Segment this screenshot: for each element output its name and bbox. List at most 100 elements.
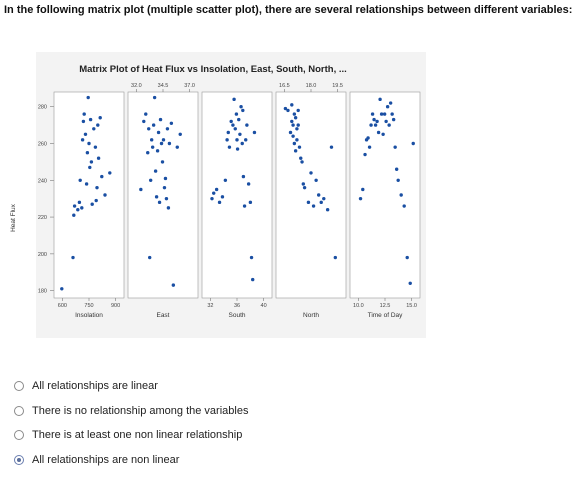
panel-label: North [303, 312, 319, 319]
data-point [148, 178, 153, 182]
data-point [77, 200, 82, 205]
radio-button-3[interactable] [14, 430, 24, 441]
data-point [80, 138, 85, 142]
y-tick-label: 240 [38, 178, 47, 184]
data-point [220, 195, 225, 199]
data-point [329, 145, 334, 149]
data-point [241, 174, 246, 179]
data-point [100, 174, 104, 179]
data-point [375, 119, 379, 124]
data-point [164, 196, 169, 201]
data-point [292, 141, 297, 146]
panel-frame [53, 91, 125, 299]
data-point [239, 105, 243, 109]
data-point [399, 193, 403, 197]
choice-1-label: All relationships are linear [32, 380, 158, 393]
choice-2-label: There is no relationship among the varia… [32, 404, 249, 417]
data-point [296, 108, 300, 113]
data-point [396, 178, 400, 182]
data-point [85, 150, 90, 155]
data-point [234, 112, 239, 116]
x-tick-label: 36 [234, 303, 240, 309]
y-tick-label: 180 [38, 289, 47, 295]
y-axis-ticks: 280 260 240 220 200 180 [38, 105, 54, 295]
data-point [297, 145, 302, 149]
data-point [252, 130, 257, 135]
radio-button-2[interactable] [14, 405, 24, 416]
x-tick-label: 37.0 [184, 83, 195, 89]
data-point [161, 138, 166, 142]
data-point [86, 95, 90, 100]
radio-button-1[interactable] [14, 381, 24, 392]
data-point [393, 145, 397, 149]
radio-button-4[interactable] [14, 454, 24, 465]
data-point [210, 196, 214, 201]
data-point [229, 119, 233, 124]
choice-4-label: All relationships are non linear [32, 453, 180, 466]
panel-frame [127, 91, 199, 299]
y-tick-label: 260 [38, 142, 47, 148]
data-point [95, 185, 99, 190]
data-point [147, 127, 151, 131]
data-point [235, 138, 239, 142]
data-point [148, 255, 152, 260]
data-point [325, 208, 330, 212]
choice-1[interactable]: All relationships are linear [14, 374, 248, 399]
data-point [166, 206, 171, 210]
data-point [290, 119, 294, 124]
x-tick-label: 34.5 [158, 83, 169, 89]
data-point [238, 132, 242, 137]
matrix-plot: Matrix Plot of Heat Flux vs Insolation, … [10, 52, 426, 338]
data-point [248, 200, 253, 205]
data-point [146, 150, 150, 155]
data-point [316, 193, 321, 197]
data-point [162, 185, 167, 190]
data-point [246, 182, 251, 186]
data-point [322, 196, 326, 201]
x-tick-label: 16.5 [279, 83, 290, 89]
data-point [288, 130, 293, 135]
data-point [103, 193, 107, 197]
data-point [175, 145, 179, 149]
data-point [108, 171, 112, 175]
data-point [93, 145, 98, 149]
panel-label: South [229, 312, 246, 319]
data-point [379, 112, 384, 116]
data-point [290, 103, 294, 107]
data-point [76, 208, 80, 212]
choice-3[interactable]: There is at least one non linear relatio… [14, 423, 248, 448]
plot-title: Matrix Plot of Heat Flux vs Insolation, … [79, 64, 347, 75]
data-point [391, 117, 396, 122]
choice-2[interactable]: There is no relationship among the varia… [14, 399, 248, 424]
data-point [309, 171, 313, 175]
data-point [387, 123, 391, 127]
data-point [156, 130, 161, 135]
data-point [235, 147, 240, 151]
y-tick-label: 220 [38, 215, 47, 221]
data-point [405, 255, 409, 260]
data-point [296, 123, 300, 127]
data-point [373, 123, 378, 127]
data-point [300, 160, 304, 164]
choice-4[interactable]: All relationships are non linear [14, 448, 248, 473]
data-point [295, 138, 299, 142]
x-tick-label: 12.5 [380, 303, 391, 309]
data-point [301, 182, 306, 186]
panel-frame [201, 91, 273, 299]
data-point [89, 160, 94, 164]
data-point [157, 200, 162, 205]
data-point [169, 121, 174, 125]
data-point [171, 283, 176, 287]
x-tick-label: 32.0 [131, 83, 142, 89]
data-point [88, 165, 92, 170]
data-point [306, 200, 311, 205]
data-point [231, 123, 235, 127]
answer-choices: All relationships are linear There is no… [14, 374, 248, 472]
data-point [60, 287, 64, 291]
x-tick-label: 15.0 [406, 303, 417, 309]
data-point [212, 191, 216, 195]
data-point [358, 196, 363, 201]
panel-label: Insolation [75, 312, 103, 319]
data-point [382, 112, 387, 116]
data-point [311, 204, 316, 208]
